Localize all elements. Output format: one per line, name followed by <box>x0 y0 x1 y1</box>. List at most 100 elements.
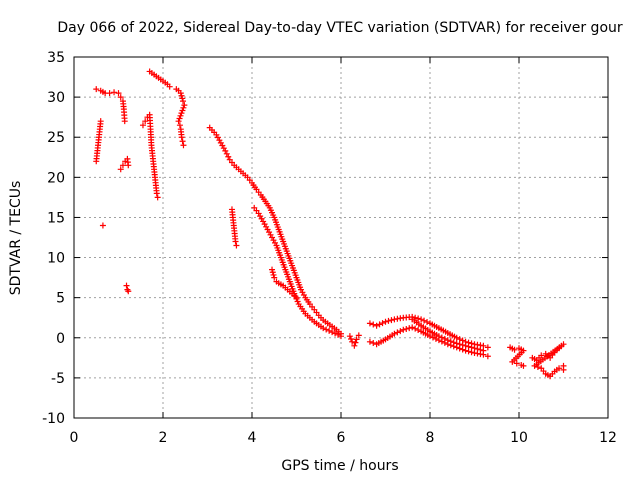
y-tick-label: 5 <box>56 291 65 307</box>
data-point-marker <box>115 90 122 97</box>
y-tick-label: 30 <box>47 90 65 106</box>
series-arc-i <box>251 204 344 340</box>
data-point-marker <box>415 315 422 322</box>
data-point-marker <box>178 134 185 141</box>
data-point-marker <box>117 166 124 173</box>
data-point-marker <box>176 122 183 129</box>
data-point-marker <box>178 110 185 117</box>
x-tick-label: 2 <box>159 430 168 446</box>
data-point-marker <box>421 317 428 324</box>
data-point-marker <box>269 269 276 276</box>
data-point-marker <box>465 343 472 350</box>
data-point-marker <box>480 347 487 354</box>
data-point-marker <box>99 222 106 229</box>
x-axis-label: GPS time / hours <box>281 458 398 474</box>
data-point-marker <box>406 325 413 332</box>
data-point-marker <box>139 122 146 129</box>
series-arc-n <box>409 316 487 354</box>
data-point-marker <box>394 329 401 336</box>
series-arc-b <box>93 118 106 229</box>
data-point-marker <box>462 342 469 349</box>
data-point-marker <box>450 339 457 346</box>
data-point-marker <box>142 118 149 125</box>
data-point-marker <box>93 86 100 93</box>
data-point-marker <box>121 118 128 125</box>
data-point-marker <box>366 320 373 327</box>
data-point-marker <box>106 90 113 97</box>
y-tick-label: 10 <box>47 251 65 267</box>
series-arc-l <box>366 313 491 351</box>
y-axis-label: SDTVAR / TECUs <box>8 181 24 296</box>
data-point-marker <box>178 92 185 99</box>
data-point-marker <box>388 317 395 324</box>
data-point-marker <box>370 321 377 328</box>
data-point-marker <box>233 242 240 249</box>
data-point-marker <box>326 327 333 334</box>
data-point-marker <box>270 271 277 278</box>
data-point-marker <box>520 362 527 369</box>
data-point-marker <box>346 333 353 340</box>
data-point-marker <box>412 325 419 332</box>
data-point-marker <box>556 365 563 372</box>
series-arc-a <box>93 86 128 125</box>
data-point-marker <box>177 90 184 97</box>
series-arc-k <box>346 332 362 349</box>
data-point-marker <box>125 288 132 295</box>
data-point-marker <box>232 238 239 245</box>
data-point-marker <box>323 326 330 333</box>
data-point-marker <box>484 353 491 360</box>
data-point-marker <box>418 316 425 323</box>
data-point-marker <box>453 340 460 347</box>
x-tick-label: 8 <box>426 430 435 446</box>
data-point-marker <box>351 342 358 349</box>
data-point-marker <box>531 362 538 369</box>
data-point-marker <box>511 346 518 353</box>
data-point-marker <box>391 330 398 337</box>
y-tick-label: -5 <box>51 371 65 387</box>
x-tick-label: 0 <box>70 430 79 446</box>
series-arc-p <box>529 341 567 380</box>
data-point-marker <box>370 339 377 346</box>
data-point-marker <box>180 98 187 105</box>
data-point-marker <box>125 162 132 169</box>
data-point-marker <box>424 319 431 326</box>
data-point-marker <box>176 115 183 122</box>
data-point-marker <box>177 112 184 119</box>
data-point-marker <box>385 317 392 324</box>
data-points <box>93 68 567 380</box>
data-point-marker <box>429 334 436 341</box>
data-point-marker <box>352 339 359 346</box>
y-tick-label: -10 <box>42 411 65 427</box>
series-arc-f <box>173 86 188 149</box>
data-point-marker <box>453 334 460 341</box>
axes: 0 2 4 6 8 10 12 -10 -5 0 5 10 15 20 25 30 35 <box>42 50 617 446</box>
grid <box>74 57 608 418</box>
y-tick-label: 35 <box>47 50 65 66</box>
series-arc-h <box>228 206 240 249</box>
data-point-marker <box>468 344 475 351</box>
data-point-marker <box>444 337 451 344</box>
data-point-marker <box>166 83 173 90</box>
data-point-marker <box>379 320 386 327</box>
data-point-marker <box>438 334 445 341</box>
data-point-marker <box>538 352 545 359</box>
data-point-marker <box>320 325 327 332</box>
chart-title: Day 066 of 2022, Sidereal Day-to-day VTE… <box>57 20 623 36</box>
data-point-marker <box>153 190 160 197</box>
data-point-marker <box>180 104 187 111</box>
data-point-marker <box>441 335 448 342</box>
data-point-marker <box>355 332 362 339</box>
series-arc-e <box>146 68 173 90</box>
data-point-marker <box>560 362 567 369</box>
data-point-marker <box>403 325 410 332</box>
series-arc-g <box>206 124 344 337</box>
data-point-marker <box>382 318 389 325</box>
series-arc-j <box>269 266 300 301</box>
data-point-marker <box>223 150 230 157</box>
data-point-marker <box>484 344 491 351</box>
y-tick-label: 20 <box>47 170 65 186</box>
series-arc-o <box>507 344 527 369</box>
data-point-marker <box>373 322 380 329</box>
data-point-marker <box>179 138 186 145</box>
